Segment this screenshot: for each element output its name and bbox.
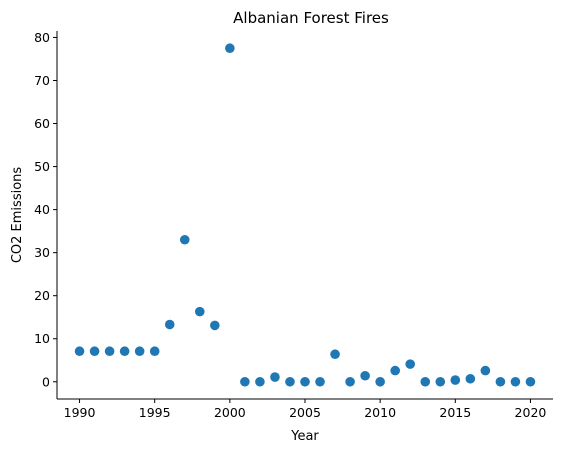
data-point: [495, 376, 506, 387]
data-point: [360, 370, 370, 381]
x-tick-label: 2005: [289, 405, 321, 420]
data-point: [134, 346, 145, 357]
data-point: [74, 346, 85, 357]
data-point: [164, 319, 175, 330]
y-tick-label: 60: [34, 116, 50, 131]
y-tick-label: 50: [34, 159, 50, 174]
data-point: [179, 234, 190, 245]
data-point: [225, 43, 235, 54]
y-axis-label: CO2 Emissions: [10, 167, 25, 264]
y-tick-label: 0: [42, 374, 50, 389]
x-tick-label: 2000: [214, 405, 246, 420]
y-tick-label: 40: [34, 202, 50, 217]
data-point: [240, 376, 250, 387]
data-point: [300, 376, 310, 387]
y-tick-label: 70: [34, 73, 50, 88]
y-tick-label: 30: [34, 245, 50, 260]
data-point: [255, 376, 265, 387]
data-point: [315, 376, 325, 387]
data-point: [390, 365, 400, 376]
x-tick-label: 2020: [515, 405, 547, 420]
data-point: [465, 373, 476, 384]
x-axis-ticks: 1990 1995 2000 2005 2010 2015 2020: [64, 399, 547, 420]
data-point: [480, 365, 491, 376]
data-point: [450, 375, 461, 385]
data-point: [345, 376, 355, 387]
data-point: [194, 306, 205, 317]
y-tick-label: 20: [34, 288, 50, 303]
y-tick-label: 80: [34, 30, 50, 45]
data-point: [89, 346, 100, 357]
data-point: [525, 376, 536, 387]
x-tick-label: 1990: [64, 405, 96, 420]
plot-area: 1990 1995 2000 2005 2010 2015 2020 0 10 20 30 40 50…: [34, 30, 553, 420]
data-point: [285, 376, 295, 387]
chart-title: Albanian Forest Fires: [233, 9, 389, 27]
data-point: [330, 349, 340, 360]
x-tick-label: 1995: [139, 405, 171, 420]
x-tick-label: 2010: [364, 405, 396, 420]
data-point: [210, 320, 220, 331]
data-point: [104, 346, 115, 357]
data-point: [510, 376, 521, 387]
x-axis-label: Year: [290, 429, 319, 444]
y-axis-ticks: 0 10 20 30 40 50 60 70 80: [34, 30, 57, 389]
x-tick-label: 2015: [439, 405, 471, 420]
y-tick-label: 10: [34, 331, 50, 346]
data-point: [270, 372, 280, 382]
data-point: [149, 346, 160, 357]
data-point: [435, 376, 446, 387]
data-point: [119, 346, 130, 357]
data-point: [405, 359, 416, 369]
data-points: [74, 43, 536, 387]
data-point: [420, 376, 431, 387]
data-point: [375, 376, 385, 387]
